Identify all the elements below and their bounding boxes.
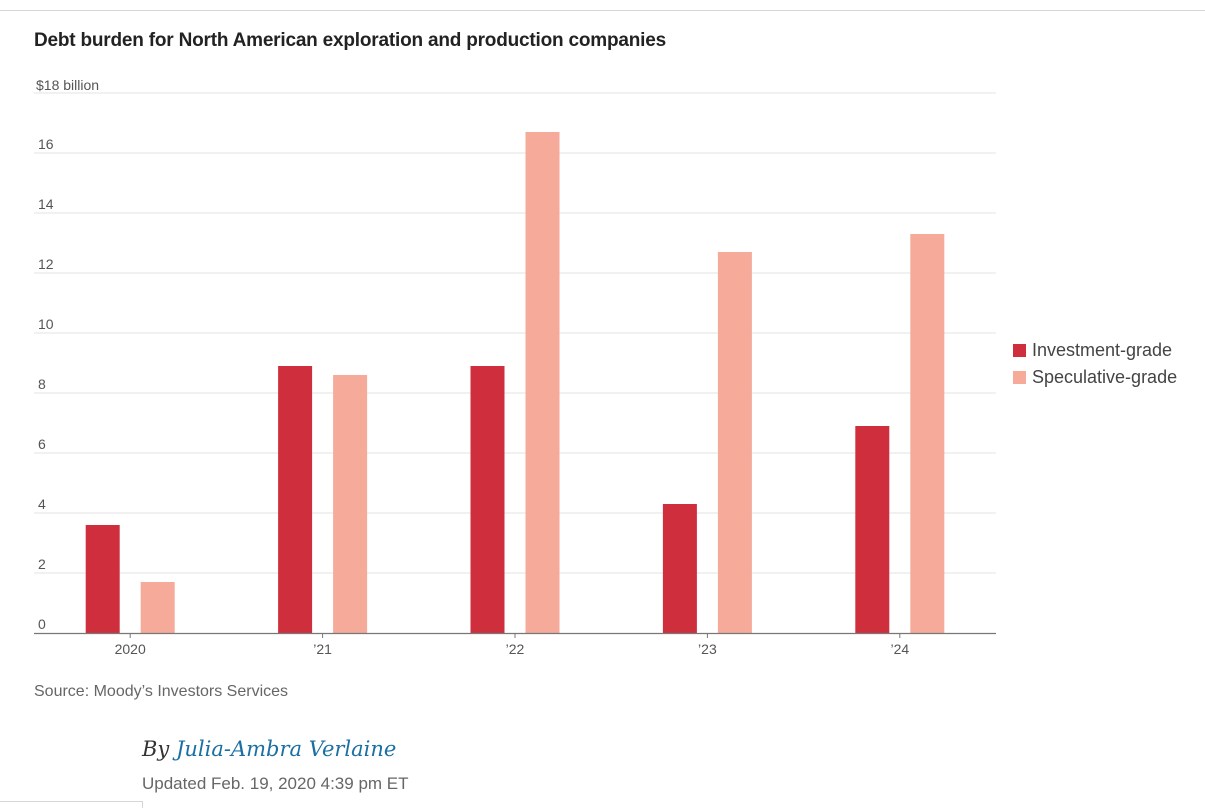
bar-investment-grade-0 [85, 525, 120, 633]
gridlines [34, 92, 996, 574]
bar-speculative-grade-3 [717, 252, 752, 633]
y-tick-label: 14 [38, 196, 54, 212]
y-tick-label: 16 [38, 136, 54, 152]
x-tick-label: 2020 [115, 641, 146, 657]
y-tick-label: 8 [38, 376, 46, 392]
top-divider [0, 10, 1205, 11]
y-unit-label: $18 billion [36, 77, 99, 93]
axes: 0 2 4 6 8 10 12 14 16 $18 billion 2020 ’21 ’22 ’23 ’24 [34, 77, 996, 657]
bar-investment-grade-1 [278, 366, 313, 633]
y-tick-label: 12 [38, 256, 54, 272]
legend-swatch [1013, 371, 1026, 384]
x-tick-label: ’24 [890, 641, 909, 657]
bars [85, 132, 945, 633]
bar-speculative-grade-2 [525, 132, 560, 633]
byline-prefix: By [142, 737, 170, 761]
bar-chart: 0 2 4 6 8 10 12 14 16 $18 billion 2020 ’21 ’22 ’23 ’24 [34, 77, 996, 657]
bar-investment-grade-4 [855, 426, 890, 633]
bar-investment-grade-3 [662, 504, 697, 633]
y-tick-label: 2 [38, 556, 46, 572]
y-tick-label: 6 [38, 436, 46, 452]
bar-speculative-grade-0 [140, 582, 175, 633]
bar-investment-grade-2 [470, 366, 505, 633]
bottom-panel-edge [0, 801, 143, 808]
x-tick-label: ’21 [313, 641, 332, 657]
x-tick-label: ’23 [698, 641, 717, 657]
bar-speculative-grade-1 [333, 375, 368, 633]
updated-timestamp: Updated Feb. 19, 2020 4:39 pm ET [142, 774, 409, 793]
legend-swatch [1013, 344, 1026, 357]
bar-speculative-grade-4 [910, 234, 945, 633]
x-tick-label: ’22 [506, 641, 525, 657]
legend-item: Investment-grade [1013, 337, 1177, 364]
chart-legend: Investment-grade Speculative-grade [1013, 337, 1177, 391]
source-note: Source: Moody’s Investors Services [34, 683, 289, 700]
y-tick-label: 4 [38, 496, 46, 512]
author-link[interactable]: Julia-Ambra Verlaine [175, 737, 397, 761]
y-tick-label: 10 [38, 316, 54, 332]
legend-label: Investment-grade [1032, 340, 1173, 360]
legend-label: Speculative-grade [1032, 367, 1178, 387]
legend-item: Speculative-grade [1013, 364, 1177, 391]
chart-title: Debt burden for North American explorati… [34, 30, 666, 51]
y-tick-label: 0 [38, 616, 46, 632]
byline: By Julia-Ambra Verlaine [142, 737, 396, 761]
